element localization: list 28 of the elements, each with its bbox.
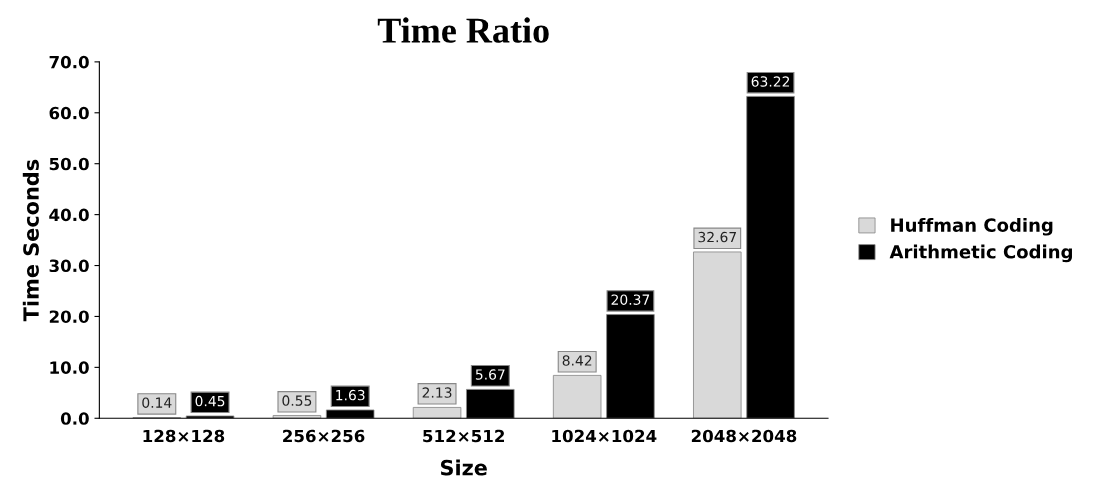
data-label: 8.42 [562, 355, 592, 366]
y-tick-label: 70.0 [49, 55, 89, 69]
y-axis-title: Time Seconds [22, 159, 39, 322]
x-tick-label: 128×128 [143, 429, 225, 443]
x-axis-title: Size [440, 459, 487, 476]
y-tick-label: 30.0 [49, 259, 89, 273]
data-label: 20.37 [611, 294, 650, 305]
y-tick-label: 40.0 [49, 208, 89, 222]
chart-title: Time Ratio [377, 17, 549, 43]
x-tick-label: 256×256 [283, 429, 365, 443]
data-label: 0.55 [282, 395, 312, 406]
y-tick-label: 10.0 [50, 361, 89, 374]
data-label: 2.13 [422, 387, 452, 398]
legend-label: Huffman Coding [891, 217, 1053, 236]
legend-label: Arithmetic Coding [889, 244, 1072, 263]
x-tick-label: 1024×1024 [552, 429, 657, 443]
data-label: 5.67 [475, 369, 505, 380]
data-label: 0.45 [195, 395, 225, 407]
x-tick-label: 2048×2048 [691, 429, 797, 443]
data-label: 63.22 [751, 76, 790, 87]
data-label: 32.67 [698, 231, 736, 243]
y-tick-label: 0.0 [60, 412, 89, 425]
data-label: 0.14 [142, 397, 172, 408]
y-tick-label: 50.0 [49, 157, 89, 171]
data-label: 1.63 [336, 389, 365, 401]
y-tick-label: 20.0 [49, 310, 89, 324]
x-tick-label: 512×512 [423, 429, 504, 443]
y-tick-label: 60.0 [49, 106, 89, 120]
